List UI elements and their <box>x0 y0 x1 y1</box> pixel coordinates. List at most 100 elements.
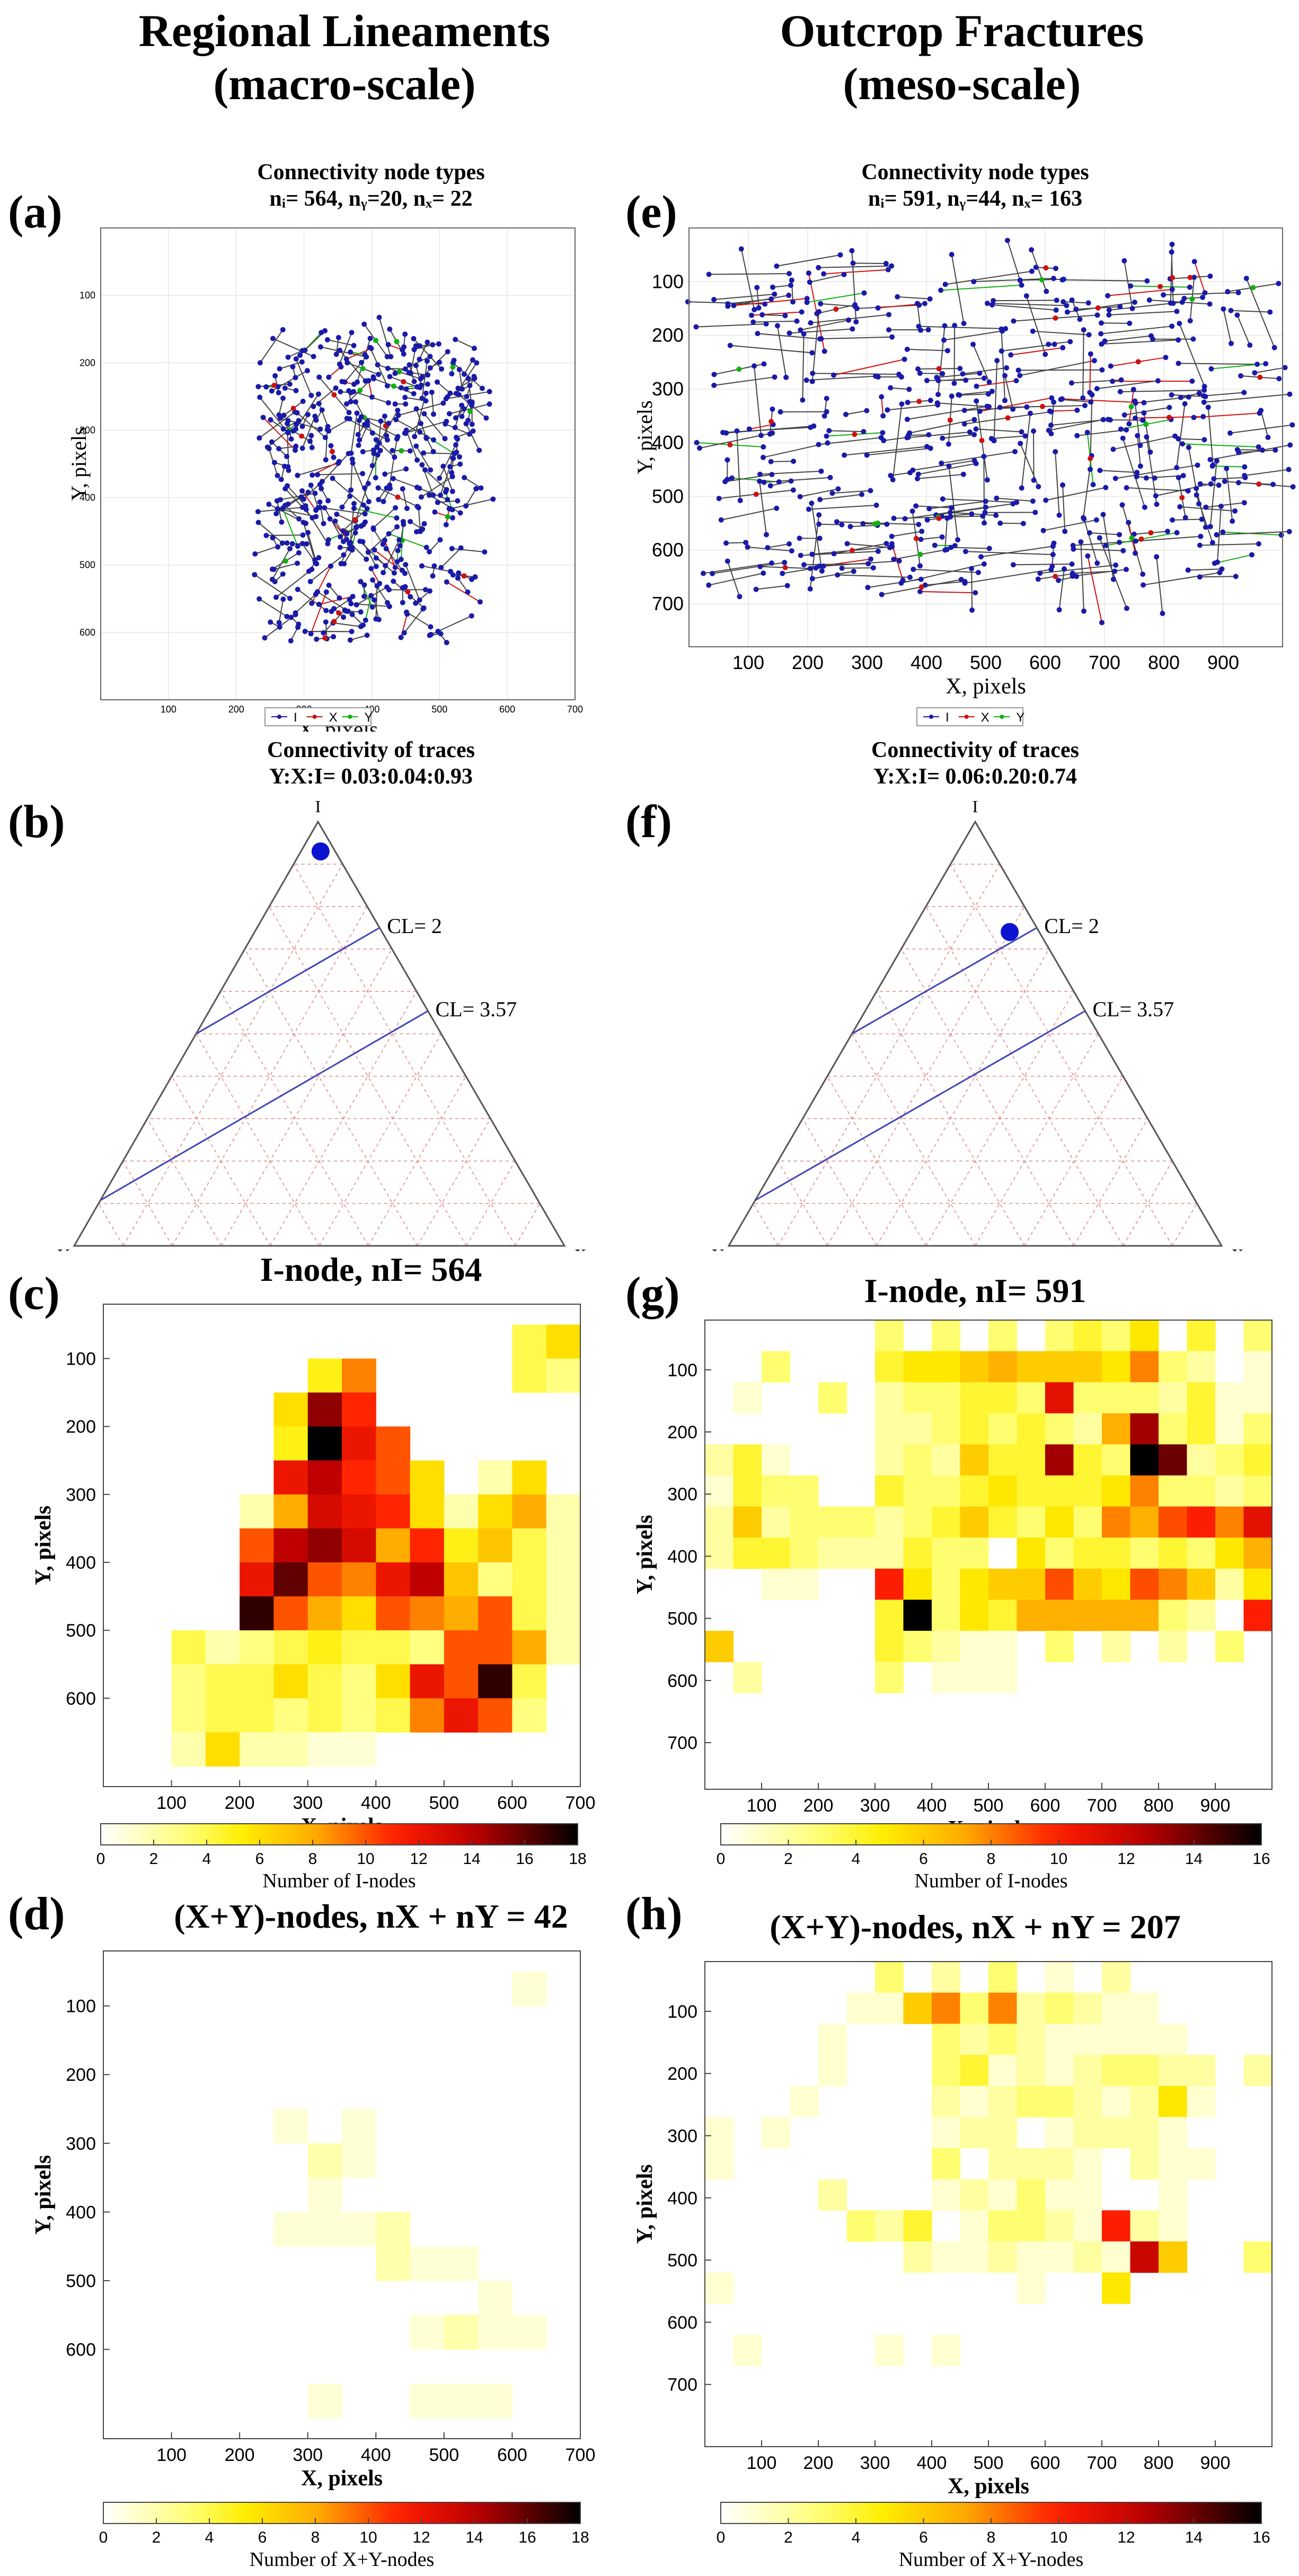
i-node <box>414 457 420 463</box>
legend-label: Y <box>1016 710 1024 725</box>
i-node <box>392 401 398 407</box>
i-node <box>378 418 384 424</box>
i-node <box>1088 399 1094 405</box>
heatmap-cell <box>546 1494 581 1529</box>
i-node <box>346 410 352 416</box>
i-node <box>1056 607 1062 613</box>
xy-node <box>331 619 337 625</box>
heatmap-cell <box>1243 1413 1273 1445</box>
heatmap-cell <box>988 1320 1018 1352</box>
i-node <box>423 435 429 441</box>
i-node <box>277 624 282 630</box>
heatmap-cell <box>1130 1537 1159 1569</box>
i-node <box>1186 444 1191 450</box>
heatmap-cell <box>1130 2086 1159 2117</box>
fracture-trace <box>339 332 352 365</box>
i-node <box>366 499 372 505</box>
i-node <box>393 417 399 423</box>
i-node <box>898 374 904 380</box>
i-node <box>1290 484 1296 490</box>
fracture-trace <box>726 542 746 544</box>
x-tick-label: 300 <box>851 652 883 673</box>
i-node <box>417 385 423 391</box>
i-node <box>924 377 930 383</box>
i-node <box>1100 512 1106 517</box>
legend-marker <box>1000 715 1004 719</box>
i-node <box>1129 305 1135 311</box>
i-node <box>774 263 780 269</box>
i-node <box>1133 415 1138 421</box>
panel-c-heatmap: 100200300400500600700100200300400500600X… <box>31 1304 595 1887</box>
i-node <box>1152 475 1157 481</box>
heatmap-cell <box>875 1475 904 1507</box>
i-node <box>438 565 444 570</box>
i-node <box>400 600 405 605</box>
fracture-trace <box>757 333 820 340</box>
fracture-trace <box>1188 568 1222 571</box>
heatmap-cell <box>1243 1351 1273 1383</box>
xy-node <box>322 635 328 641</box>
fracture-trace <box>335 337 339 355</box>
heatmap-cell <box>410 1528 445 1563</box>
heatmap-cell <box>988 2024 1018 2055</box>
i-node <box>328 443 334 449</box>
fracture-trace <box>1032 330 1089 336</box>
i-node <box>257 360 263 366</box>
panel-g-heatmap: 100 200 300 400 500 600 700 800 9001002003004005… <box>636 1320 1273 1892</box>
heatmap-cell <box>733 1382 762 1414</box>
xy-node <box>875 520 881 526</box>
i-node <box>360 449 366 455</box>
fracture-trace <box>365 595 372 621</box>
heatmap-cell <box>307 1732 342 1767</box>
fracture-trace <box>429 495 461 514</box>
i-node <box>922 301 927 306</box>
xy-node <box>290 406 296 411</box>
i-node <box>1011 318 1017 324</box>
i-node <box>285 418 291 424</box>
i-node <box>907 470 913 476</box>
i-node <box>323 457 329 463</box>
i-node <box>1169 392 1174 398</box>
heatmap-cell <box>342 1528 376 1563</box>
fracture-trace <box>416 445 431 471</box>
i-node <box>307 438 313 444</box>
heatmap-cell <box>273 1732 308 1767</box>
heatmap-cell <box>342 2143 376 2178</box>
i-node <box>1187 318 1193 324</box>
i-node <box>359 359 365 365</box>
i-node <box>293 612 298 618</box>
i-node <box>306 568 312 574</box>
fracture-trace <box>405 564 420 601</box>
i-node <box>770 284 775 290</box>
i-node <box>423 398 429 404</box>
i-node <box>1012 449 1018 454</box>
fracture-trace <box>1072 569 1127 577</box>
i-node <box>351 381 357 387</box>
x-tick-label: 800 <box>1148 652 1180 673</box>
fracture-trace <box>1058 569 1065 610</box>
i-node <box>772 374 777 380</box>
heatmap-cell <box>988 1351 1018 1383</box>
heatmap-cell <box>1045 1351 1074 1383</box>
i-node <box>341 552 347 558</box>
heatmap-cell <box>273 1528 308 1563</box>
i-node <box>743 540 749 546</box>
i-node <box>1242 464 1248 470</box>
i-node <box>878 435 884 441</box>
i-node <box>798 327 803 333</box>
fracture-trace <box>373 529 384 545</box>
i-node <box>418 420 424 426</box>
heatmap-cell <box>1045 1962 1074 1993</box>
i-node <box>961 321 967 327</box>
fracture-trace <box>1199 576 1236 578</box>
i-node <box>413 406 419 412</box>
i-node <box>749 312 755 318</box>
fracture-trace <box>357 338 371 382</box>
i-node <box>293 375 298 381</box>
i-node <box>1126 520 1132 525</box>
xy-node <box>1129 535 1135 541</box>
i-node <box>358 414 364 420</box>
heatmap-cell <box>546 1324 581 1359</box>
i-node <box>1144 434 1150 440</box>
i-node <box>1043 497 1049 503</box>
